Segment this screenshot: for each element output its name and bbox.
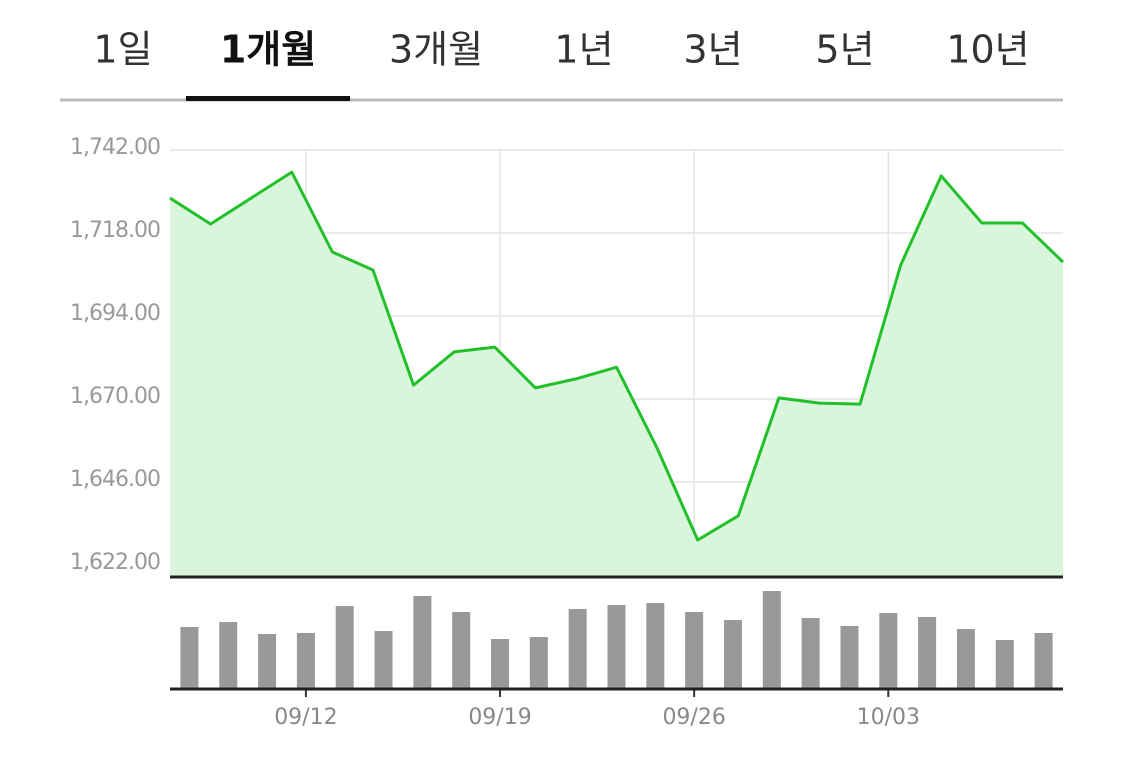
- volume-bar: [491, 639, 510, 689]
- x-tick-label: 10/03: [857, 705, 920, 730]
- volume-bar: [452, 612, 471, 689]
- x-tick-label: 09/26: [662, 705, 725, 730]
- line: [169, 170, 1065, 542]
- tab[interactable]: 3년: [683, 28, 742, 72]
- volume-bar: [762, 591, 781, 689]
- tab[interactable]: 3개월: [389, 28, 483, 72]
- volume-bar: [529, 637, 548, 689]
- tab[interactable]: 1일: [93, 28, 152, 72]
- volume-bar: [258, 634, 277, 689]
- volume-bar: [374, 631, 393, 689]
- volume-bar: [646, 603, 665, 689]
- y-tick-label: 1,670.00: [70, 384, 160, 409]
- volume-bar: [568, 609, 587, 689]
- volume-bar: [879, 613, 898, 689]
- tab[interactable]: 1개월: [220, 28, 316, 72]
- volume-bar: [685, 612, 704, 689]
- volume-bar: [723, 620, 742, 689]
- volume-bar: [995, 640, 1014, 689]
- volume-bar: [219, 622, 238, 689]
- volume-bar: [607, 605, 626, 689]
- volume-bar: [840, 626, 859, 689]
- tab[interactable]: 1년: [554, 28, 613, 72]
- volume-bar: [801, 618, 820, 689]
- volume-bar: [180, 627, 199, 689]
- y-tick-label: 1,622.00: [70, 550, 160, 575]
- x-tick-label: 09/19: [468, 705, 531, 730]
- tab-indicator: [186, 96, 350, 101]
- y-tick-label: 1,694.00: [70, 301, 160, 326]
- tab[interactable]: 5년: [815, 28, 874, 72]
- volume-bar: [413, 596, 432, 689]
- volume-bar: [1034, 633, 1053, 689]
- volume-bar: [956, 629, 975, 689]
- tab[interactable]: 10년: [946, 28, 1029, 72]
- volume-bar: [296, 633, 315, 689]
- x-tick-label: 09/12: [274, 705, 337, 730]
- y-tick-label: 1,718.00: [70, 218, 160, 243]
- y-tick-label: 1,646.00: [70, 467, 160, 492]
- area: [170, 172, 1063, 577]
- y-tick-label: 1,742.00: [70, 135, 160, 160]
- volume-bar: [918, 617, 937, 689]
- volume-bar: [335, 606, 354, 689]
